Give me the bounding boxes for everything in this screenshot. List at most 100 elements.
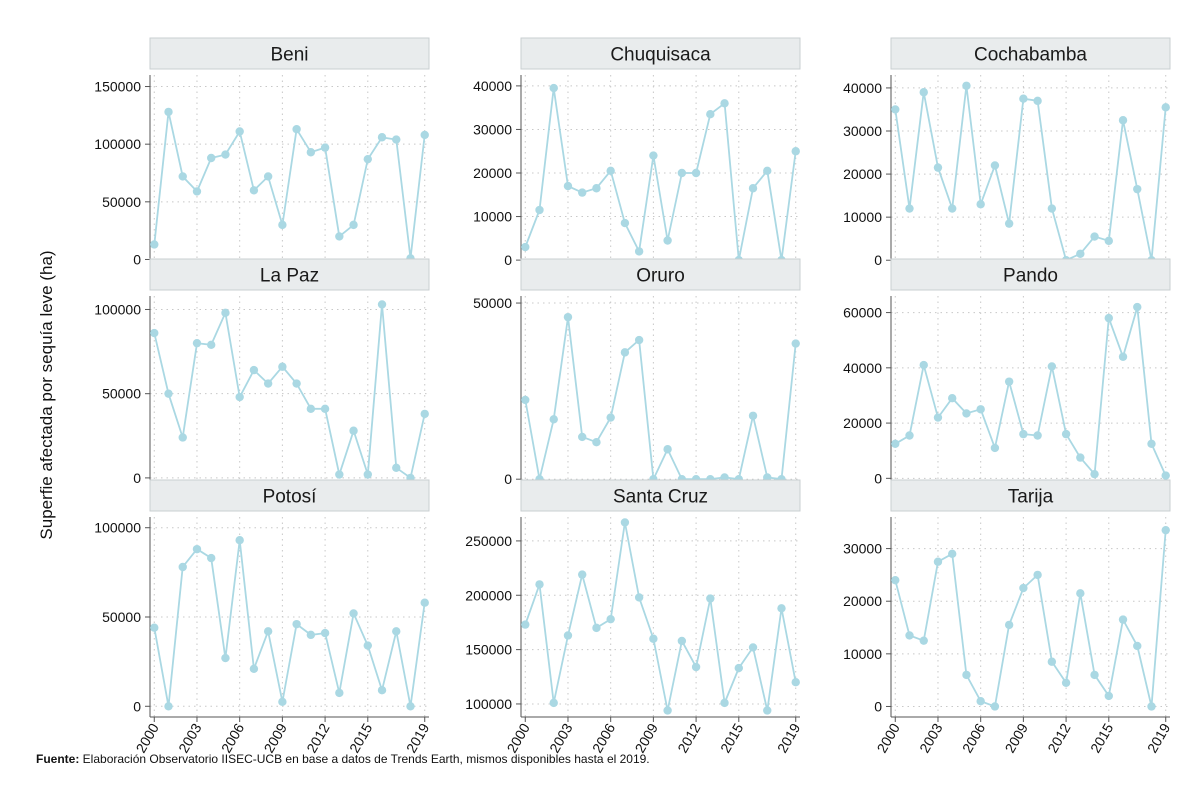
x-tick-label: 2012 [674,720,704,755]
data-point [178,172,187,181]
y-tick-label: 100000 [465,696,512,712]
data-point [235,127,244,136]
y-tick-label: 30000 [843,123,882,139]
data-point [1061,678,1071,687]
panel-title: Oruro [636,266,685,287]
panel-strip [520,37,801,70]
y-tick-label: 50000 [102,609,141,625]
data-point [164,702,173,711]
data-point [777,604,786,613]
data-point [1118,352,1128,361]
data-point [734,663,743,673]
y-tick-label: 10000 [473,209,512,225]
data-point [919,636,928,645]
data-point [178,433,187,442]
data-point [948,394,957,403]
data-point [748,184,758,193]
data-point [962,81,971,90]
y-tick-label: 60000 [843,305,882,321]
data-point [535,205,544,215]
data-point [150,240,159,249]
data-point [349,220,358,230]
data-point [763,706,772,715]
panel-chuquisaca: Chuquisaca 0 10000 20000 30000 40000 [473,37,801,271]
y-tick-label: 30000 [843,541,882,557]
x-tick-label: 2003 [916,720,946,755]
data-point [1161,103,1170,112]
y-tick-label: 0 [504,252,512,268]
data-point [620,218,630,228]
data-point [1033,96,1042,106]
data-point [720,99,729,108]
data-point [349,609,358,618]
panel-cochabamba: Cochabamba 0 10000 20000 30000 40000 [843,37,1171,271]
data-point [178,562,187,572]
data-point [292,124,301,134]
data-point [891,439,900,448]
series-line [153,540,426,707]
data-point [592,438,601,447]
y-tick-label: 0 [874,470,882,486]
y-tick-label: 0 [874,698,882,714]
panel-strip [890,479,1171,512]
data-point [221,308,230,318]
series-line [524,87,797,261]
data-point [649,634,658,643]
data-point [1118,116,1128,125]
data-point [905,631,914,640]
y-tick-label: 150000 [94,79,141,95]
y-tick-label: 200000 [465,587,512,603]
y-tick-label: 20000 [473,165,512,181]
y-tick-label: 50000 [473,295,512,311]
data-point [933,557,943,566]
data-point [207,340,216,350]
data-point [1133,302,1142,312]
data-point [406,702,415,711]
y-tick-label: 100000 [94,301,141,317]
facet-panels: Beni050000100000150000Chuquisaca01000020… [94,37,1174,755]
data-point [335,688,344,698]
data-point [1147,702,1156,711]
data-point [263,379,273,388]
data-point [634,335,644,345]
data-point [691,168,701,178]
data-point [306,630,316,640]
panel-strip [890,37,1171,70]
panel-title: Tarija [1008,487,1054,508]
y-tick-label: 100000 [94,520,141,536]
series-line [894,306,1167,477]
x-tick-label: 2003 [546,720,576,755]
x-tick-label: 2006 [589,720,619,755]
data-point [791,147,800,156]
y-tick-label: 150000 [465,642,512,658]
data-point [1047,657,1057,666]
data-point [1004,620,1014,630]
y-tick-label: 0 [133,698,141,714]
y-tick-label: 20000 [843,593,882,609]
x-tick-label: 2019 [1144,720,1174,755]
data-point [1076,249,1085,258]
data-point [1161,471,1170,480]
y-tick-label: 20000 [843,415,882,431]
y-tick-label: 10000 [843,209,882,225]
data-point [563,631,573,640]
series-line [153,111,426,259]
data-point [620,518,630,527]
data-point [420,409,429,419]
data-point [1104,313,1113,323]
x-tick-label: 2000 [132,720,162,755]
data-point [320,143,330,152]
data-point [278,362,287,371]
panel-title: La Paz [260,266,319,287]
panel-title: Pando [1003,266,1058,287]
x-tick-label: 2009 [261,720,291,755]
data-point [563,312,573,322]
data-point [649,151,658,160]
source-footnote: Fuente: Elaboración Observatorio IISEC-U… [36,752,650,766]
data-point [578,188,587,197]
data-point [292,619,301,629]
data-point [620,348,630,357]
data-point [1076,453,1085,462]
data-point [748,643,758,652]
data-point [1033,431,1042,440]
